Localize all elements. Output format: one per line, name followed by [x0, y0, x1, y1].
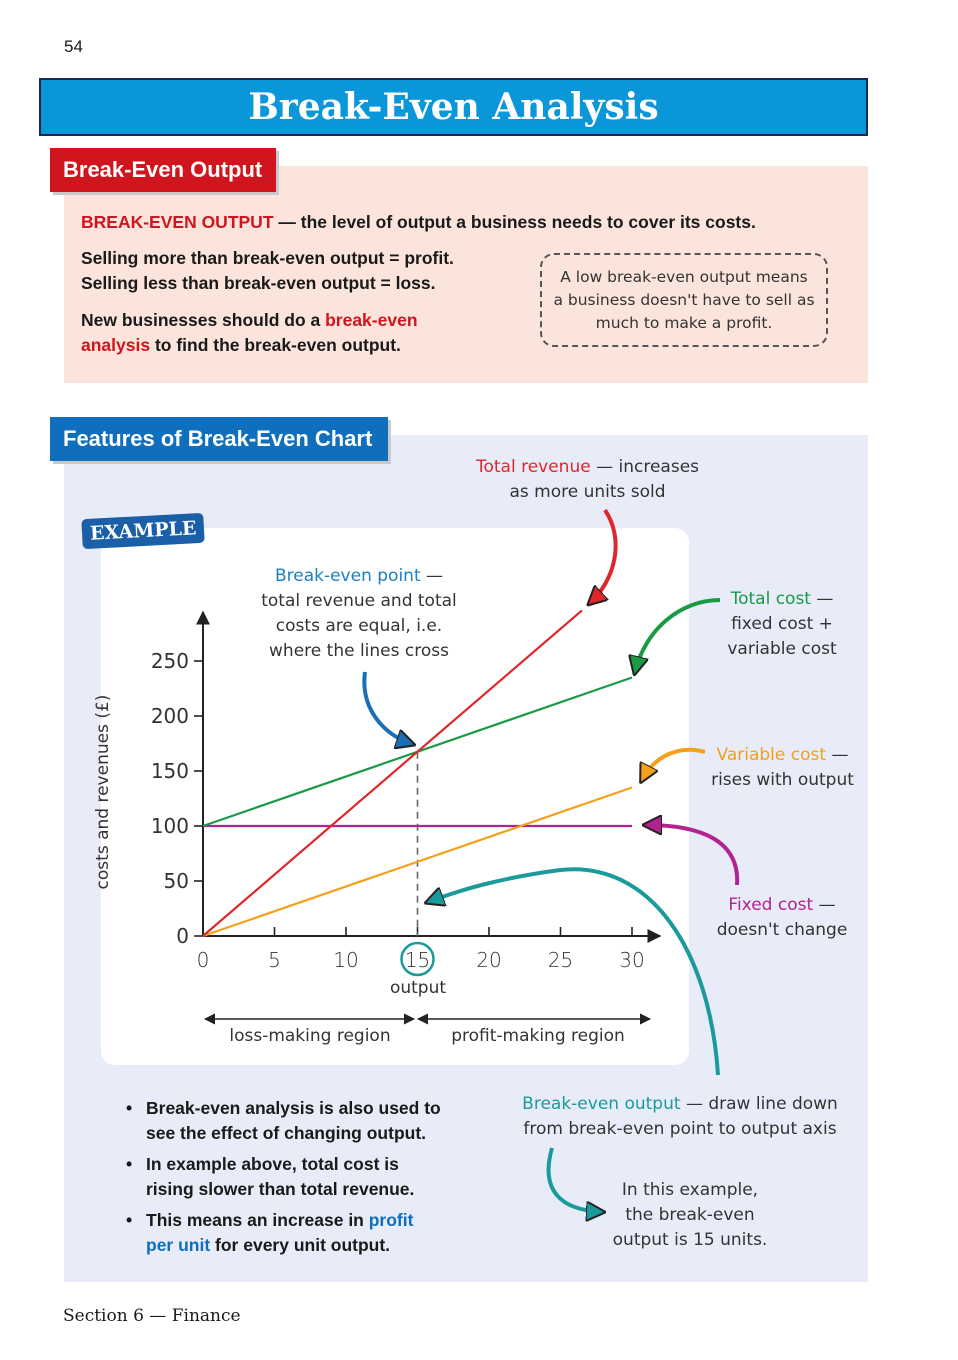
text: to find the break-even output. — [150, 335, 401, 355]
total-revenue-annotation: Total revenue — increases as more units s… — [450, 455, 725, 505]
break-even-output-arrow — [428, 867, 720, 1076]
x-tick-label: 15 — [405, 948, 430, 972]
text: see the effect of changing output. — [146, 1123, 427, 1143]
x-axis-label: output — [389, 978, 447, 998]
text: In this example, — [621, 1180, 759, 1200]
advice-line-1: New businesses should do a break-even — [81, 308, 418, 333]
callout-line: much to make a profit. — [595, 314, 773, 332]
x-tick-label: 30 — [619, 948, 644, 972]
fixed-cost-annotation: Fixed cost — doesn't change — [712, 893, 852, 943]
text: rises with output — [711, 770, 854, 790]
total-revenue-line — [202, 609, 583, 937]
x-tick-label: 20 — [476, 948, 501, 972]
term: Break-even point — [274, 566, 421, 586]
term: Break-even output — [522, 1094, 681, 1114]
variable-cost-arrow — [642, 747, 706, 780]
x-tick-label: 0 — [197, 948, 210, 972]
text: variable cost — [727, 639, 837, 659]
definition-term: BREAK-EVEN OUTPUT — [81, 212, 274, 232]
variable-cost-line — [202, 786, 633, 938]
text: fixed cost + — [731, 614, 833, 634]
term: Variable cost — [716, 745, 827, 765]
x-tick-label: 5 — [268, 948, 281, 972]
term: Total cost — [730, 589, 811, 609]
text: where the lines cross — [269, 641, 449, 661]
x-tick-label: 10 — [333, 948, 358, 972]
advice-line-2: analysis to find the break-even output. — [81, 333, 401, 358]
bullet-list: Break-even analysis is also used to see t… — [122, 1096, 441, 1264]
text: Break-even analysis is also used to — [146, 1098, 441, 1118]
example-note: In this example, the break-even output is … — [600, 1178, 780, 1253]
total-cost-annotation: Total cost — fixed cost + variable cost — [712, 587, 852, 662]
bullet-item: Break-even analysis is also used to see t… — [122, 1096, 441, 1146]
section-heading: Break-Even Output — [50, 148, 276, 192]
text: — draw line down — [680, 1094, 838, 1114]
callout-box: A low break-even output means a business… — [540, 253, 828, 347]
y-tick-label: 250 — [151, 649, 189, 673]
variable-cost-annotation: Variable cost — rises with output — [705, 743, 860, 793]
break-even-output-circle — [400, 941, 435, 977]
text: the break-even — [625, 1205, 755, 1225]
text: from break-even point to output axis — [523, 1119, 837, 1139]
y-tick-label: 150 — [151, 759, 189, 783]
text: costs are equal, i.e. — [275, 616, 443, 636]
text: — increases — [590, 457, 700, 477]
break-even-point-arrow — [362, 671, 412, 744]
loss-region-label: loss-making region — [229, 1026, 391, 1046]
profit-line: Selling more than break-even output = pr… — [81, 248, 454, 268]
text: — — [810, 589, 834, 609]
text: rising slower than total revenue. — [146, 1179, 415, 1199]
loss-line: Selling less than break-even output = lo… — [81, 273, 436, 293]
text: — — [826, 745, 849, 765]
definition: BREAK-EVEN OUTPUT — the level of output … — [81, 210, 756, 235]
section-heading: Features of Break-Even Chart — [50, 417, 388, 461]
text: This means an increase in — [146, 1210, 369, 1230]
text: — — [813, 895, 836, 915]
bullet-item: In example above, total cost is rising sl… — [122, 1152, 441, 1202]
total-revenue-arrow — [590, 508, 618, 603]
y-axis-label: costs and revenues (£) — [93, 694, 113, 890]
y-tick-label: 100 — [151, 814, 189, 838]
text: doesn't change — [716, 920, 848, 940]
text: output is 15 units. — [612, 1230, 768, 1250]
y-tick-label: 200 — [151, 704, 189, 728]
text: New businesses should do a — [81, 310, 326, 330]
highlight: analysis — [81, 335, 151, 355]
profit-region-label: profit-making region — [451, 1026, 625, 1046]
text: total revenue and total — [261, 591, 457, 611]
example-note-arrow — [546, 1147, 602, 1212]
text: for every unit output. — [210, 1235, 391, 1255]
total-cost-arrow — [635, 598, 721, 672]
page-number: 54 — [64, 37, 83, 56]
fixed-cost-arrow — [646, 825, 740, 886]
x-tick-label: 25 — [548, 948, 573, 972]
highlight: profit — [368, 1210, 414, 1230]
break-even-point-annotation: Break-even point — total revenue and tota… — [239, 564, 479, 664]
highlight: per unit — [146, 1235, 211, 1255]
definition-text: — the level of output a business needs t… — [273, 212, 756, 232]
text: as more units sold — [509, 482, 666, 502]
bullet-item: This means an increase in profit per unit… — [122, 1208, 441, 1258]
y-tick-label: 0 — [176, 924, 189, 948]
y-tick-label: 50 — [164, 869, 189, 893]
footer: Section 6 — Finance — [63, 1306, 241, 1326]
highlight: break-even — [325, 310, 418, 330]
callout-line: A low break-even output means — [560, 268, 808, 286]
callout-line: a business doesn't have to sell as — [553, 291, 815, 309]
term: Total revenue — [475, 457, 591, 477]
text: In example above, total cost is — [146, 1154, 399, 1174]
break-even-output-annotation: Break-even output — draw line down from b… — [510, 1092, 850, 1142]
text: — — [420, 566, 444, 586]
term: Fixed cost — [728, 895, 814, 915]
page-title: Break-Even Analysis — [39, 78, 868, 136]
